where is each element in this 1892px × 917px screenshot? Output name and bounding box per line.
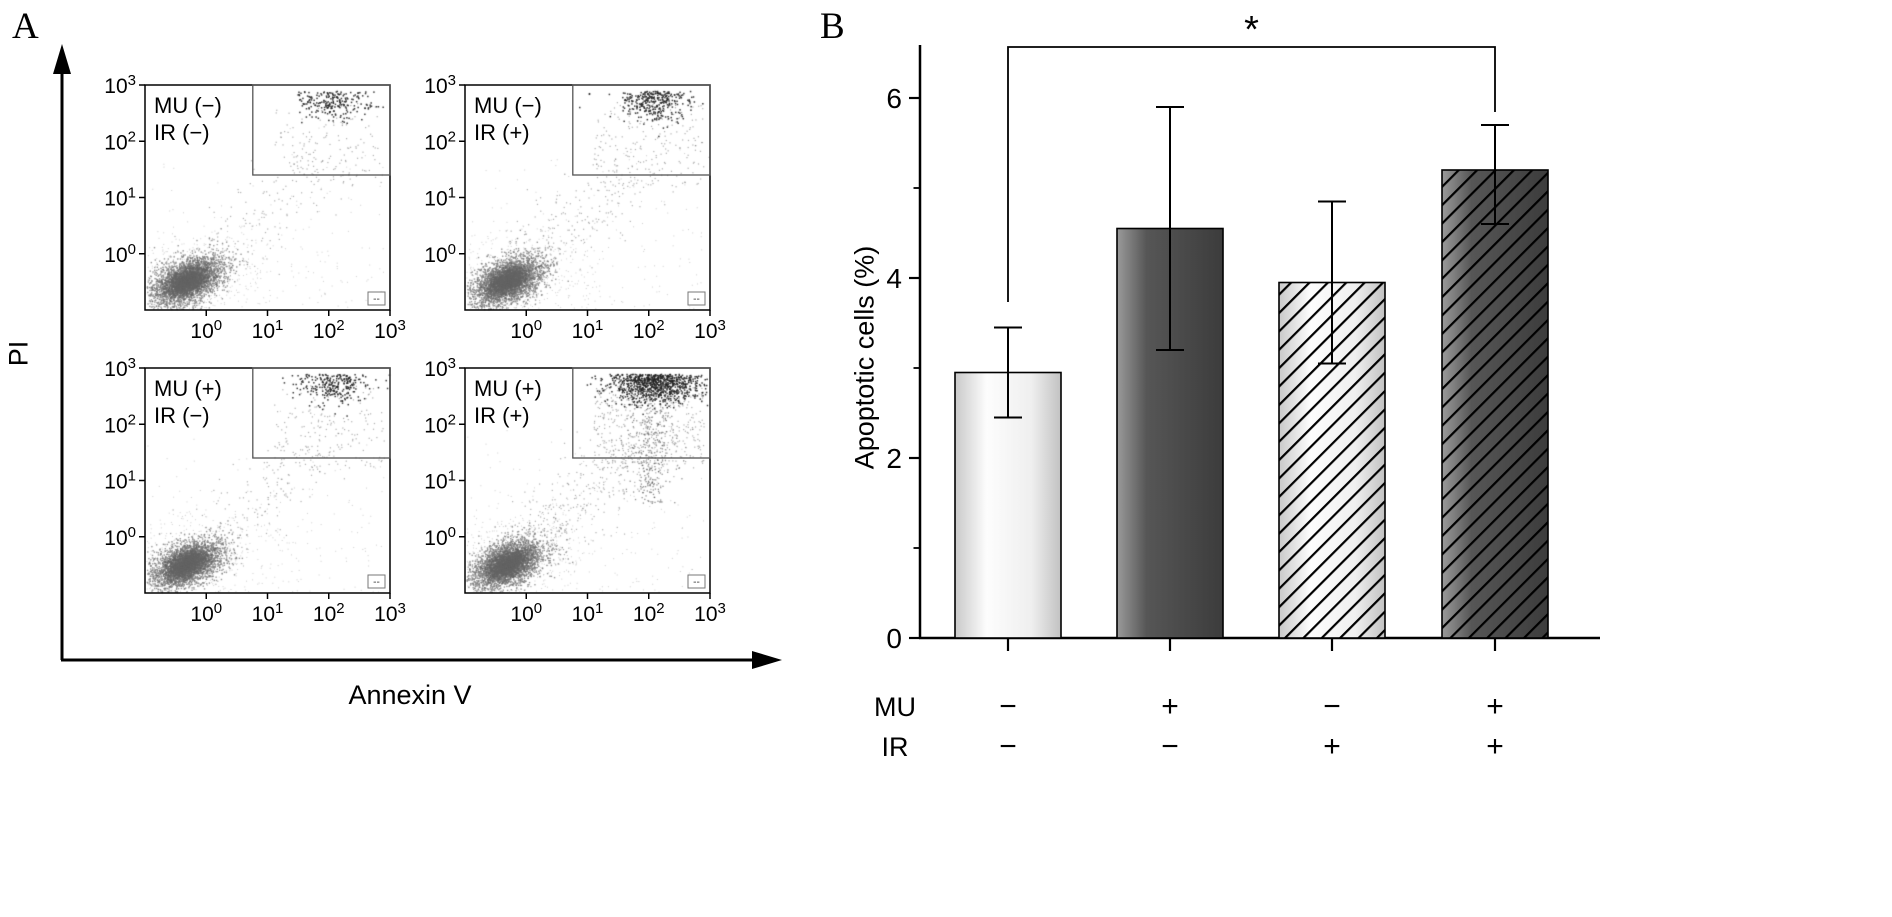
y-log-tick-label: 100 bbox=[424, 241, 456, 267]
subplot-condition-label-line2: IR (+) bbox=[474, 120, 530, 145]
y-log-tick-label: 100 bbox=[104, 241, 136, 267]
ir-condition-value: − bbox=[1161, 730, 1179, 763]
corner-stat-box-label: -- bbox=[693, 294, 700, 305]
flow-plot-frame bbox=[464, 367, 711, 594]
y-log-tick-label: 100 bbox=[424, 524, 456, 550]
y-log-tick-label: 103 bbox=[104, 355, 136, 381]
subplot-condition-label-line2: IR (+) bbox=[474, 403, 530, 428]
corner-stat-box-label: -- bbox=[373, 294, 380, 305]
ir-condition-value: + bbox=[1323, 730, 1341, 763]
flow-subplot: MU (+)IR (+) -- 100 100 101 101 102 102 103 103 bbox=[424, 355, 726, 626]
x-log-tick-label: 103 bbox=[694, 600, 726, 626]
bar-hatch-overlay bbox=[1442, 170, 1548, 638]
mu-condition-value: + bbox=[1486, 690, 1504, 723]
corner-stat-box bbox=[367, 574, 386, 589]
subplot-condition-label-line2: IR (−) bbox=[154, 120, 210, 145]
significance-asterisk: * bbox=[1244, 9, 1259, 51]
y-log-tick-label: 103 bbox=[424, 72, 456, 98]
x-log-tick-label: 101 bbox=[252, 600, 284, 626]
y-tick-label: 6 bbox=[886, 83, 902, 114]
x-log-tick-label: 100 bbox=[190, 600, 222, 626]
x-log-tick-label: 100 bbox=[190, 317, 222, 343]
x-log-tick-label: 101 bbox=[252, 317, 284, 343]
ir-condition-value: + bbox=[1486, 730, 1504, 763]
flow-plot-frame bbox=[464, 84, 711, 311]
flow-cytometry-plots: MU (−)IR (−)--100100101101102102103103MU… bbox=[53, 44, 782, 669]
subplot-condition-label-line2: IR (−) bbox=[154, 403, 210, 428]
corner-stat-box bbox=[687, 574, 706, 589]
panel-a-label: A bbox=[12, 6, 39, 47]
significance-bracket bbox=[1007, 46, 1496, 302]
x-log-tick-label: 102 bbox=[633, 600, 665, 626]
pi-axis-label: PI bbox=[3, 340, 34, 367]
x-log-tick-label: 100 bbox=[510, 600, 542, 626]
corner-stat-box bbox=[687, 291, 706, 306]
pi-axis-arrowhead-icon bbox=[53, 44, 71, 74]
subplot-condition-label-line1: MU (+) bbox=[154, 376, 222, 401]
mu-condition-value: − bbox=[1323, 690, 1341, 723]
x-log-tick-label: 103 bbox=[694, 317, 726, 343]
mu-row-label: MU bbox=[874, 692, 916, 722]
y-log-tick-label: 102 bbox=[424, 128, 456, 154]
x-log-tick-label: 102 bbox=[313, 317, 345, 343]
flow-subplot: MU (−)IR (−) -- 100 100 101 101 102 102 103 103 bbox=[104, 72, 406, 343]
gate-region-box bbox=[252, 84, 391, 176]
y-log-tick-label: 102 bbox=[104, 411, 136, 437]
ir-row-label: IR bbox=[882, 732, 909, 762]
flow-subplot: MU (+)IR (−) -- 100 100 101 101 102 102 103 103 bbox=[104, 355, 406, 626]
ir-condition-value: − bbox=[999, 730, 1017, 763]
y-log-tick-label: 103 bbox=[104, 72, 136, 98]
x-log-tick-label: 101 bbox=[572, 317, 604, 343]
corner-stat-box-label: -- bbox=[373, 577, 380, 588]
x-log-tick-label: 101 bbox=[572, 600, 604, 626]
y-tick-label: 4 bbox=[886, 263, 902, 294]
y-log-tick-label: 101 bbox=[104, 468, 136, 494]
flow-plot-frame bbox=[144, 84, 391, 311]
corner-stat-box-label: -- bbox=[693, 577, 700, 588]
y-log-tick-label: 102 bbox=[104, 128, 136, 154]
y-tick-label: 2 bbox=[886, 443, 902, 474]
flow-subplot: MU (−)IR (+) -- 100 100 101 101 102 102 103 103 bbox=[424, 72, 726, 343]
y-tick-label: 0 bbox=[886, 623, 902, 654]
flow-plot-frame bbox=[144, 367, 391, 594]
y-log-tick-label: 100 bbox=[104, 524, 136, 550]
bar-group bbox=[1116, 106, 1224, 639]
annexin-axis-arrowhead-icon bbox=[752, 651, 782, 669]
y-log-tick-label: 101 bbox=[104, 185, 136, 211]
subplot-condition-label-line1: MU (−) bbox=[474, 93, 542, 118]
gate-region-box bbox=[572, 84, 711, 176]
apoptosis-bar-chart: 0 2 4 6 * MU IR − + − + − − + + bbox=[874, 9, 1600, 763]
mu-condition-value: + bbox=[1161, 690, 1179, 723]
mu-condition-value: − bbox=[999, 690, 1017, 723]
subplot-condition-label-line1: MU (+) bbox=[474, 376, 542, 401]
x-log-tick-label: 102 bbox=[313, 600, 345, 626]
y-log-tick-label: 101 bbox=[424, 185, 456, 211]
corner-stat-box bbox=[367, 291, 386, 306]
x-log-tick-label: 103 bbox=[374, 600, 406, 626]
bar-group bbox=[1441, 124, 1549, 639]
bar-group bbox=[1278, 200, 1386, 639]
gate-region-box bbox=[572, 367, 711, 459]
annexin-v-axis-label: Annexin V bbox=[348, 680, 472, 710]
y-log-tick-label: 103 bbox=[424, 355, 456, 381]
apoptotic-cells-axis-label: Apoptotic cells (%) bbox=[849, 245, 880, 470]
gate-region-box bbox=[252, 367, 391, 459]
bar-group bbox=[954, 326, 1062, 639]
x-log-tick-label: 103 bbox=[374, 317, 406, 343]
y-log-tick-label: 102 bbox=[424, 411, 456, 437]
panel-b-label: B bbox=[820, 6, 845, 47]
x-log-tick-label: 100 bbox=[510, 317, 542, 343]
y-log-tick-label: 101 bbox=[424, 468, 456, 494]
subplot-condition-label-line1: MU (−) bbox=[154, 93, 222, 118]
x-log-tick-label: 102 bbox=[633, 317, 665, 343]
